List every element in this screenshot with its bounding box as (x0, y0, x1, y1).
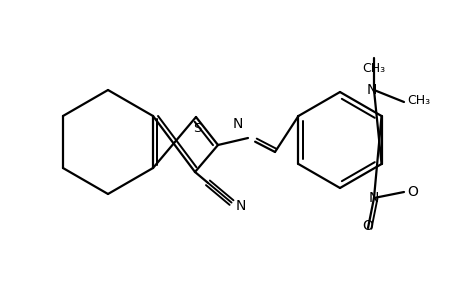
Text: N: N (368, 191, 378, 205)
Text: O: O (362, 219, 373, 233)
Text: O: O (406, 185, 417, 199)
Text: S: S (192, 122, 201, 135)
Text: N: N (235, 199, 246, 213)
Text: N: N (232, 117, 242, 131)
Text: N: N (366, 83, 376, 97)
Text: CH₃: CH₃ (406, 94, 429, 106)
Text: CH₃: CH₃ (362, 62, 385, 75)
